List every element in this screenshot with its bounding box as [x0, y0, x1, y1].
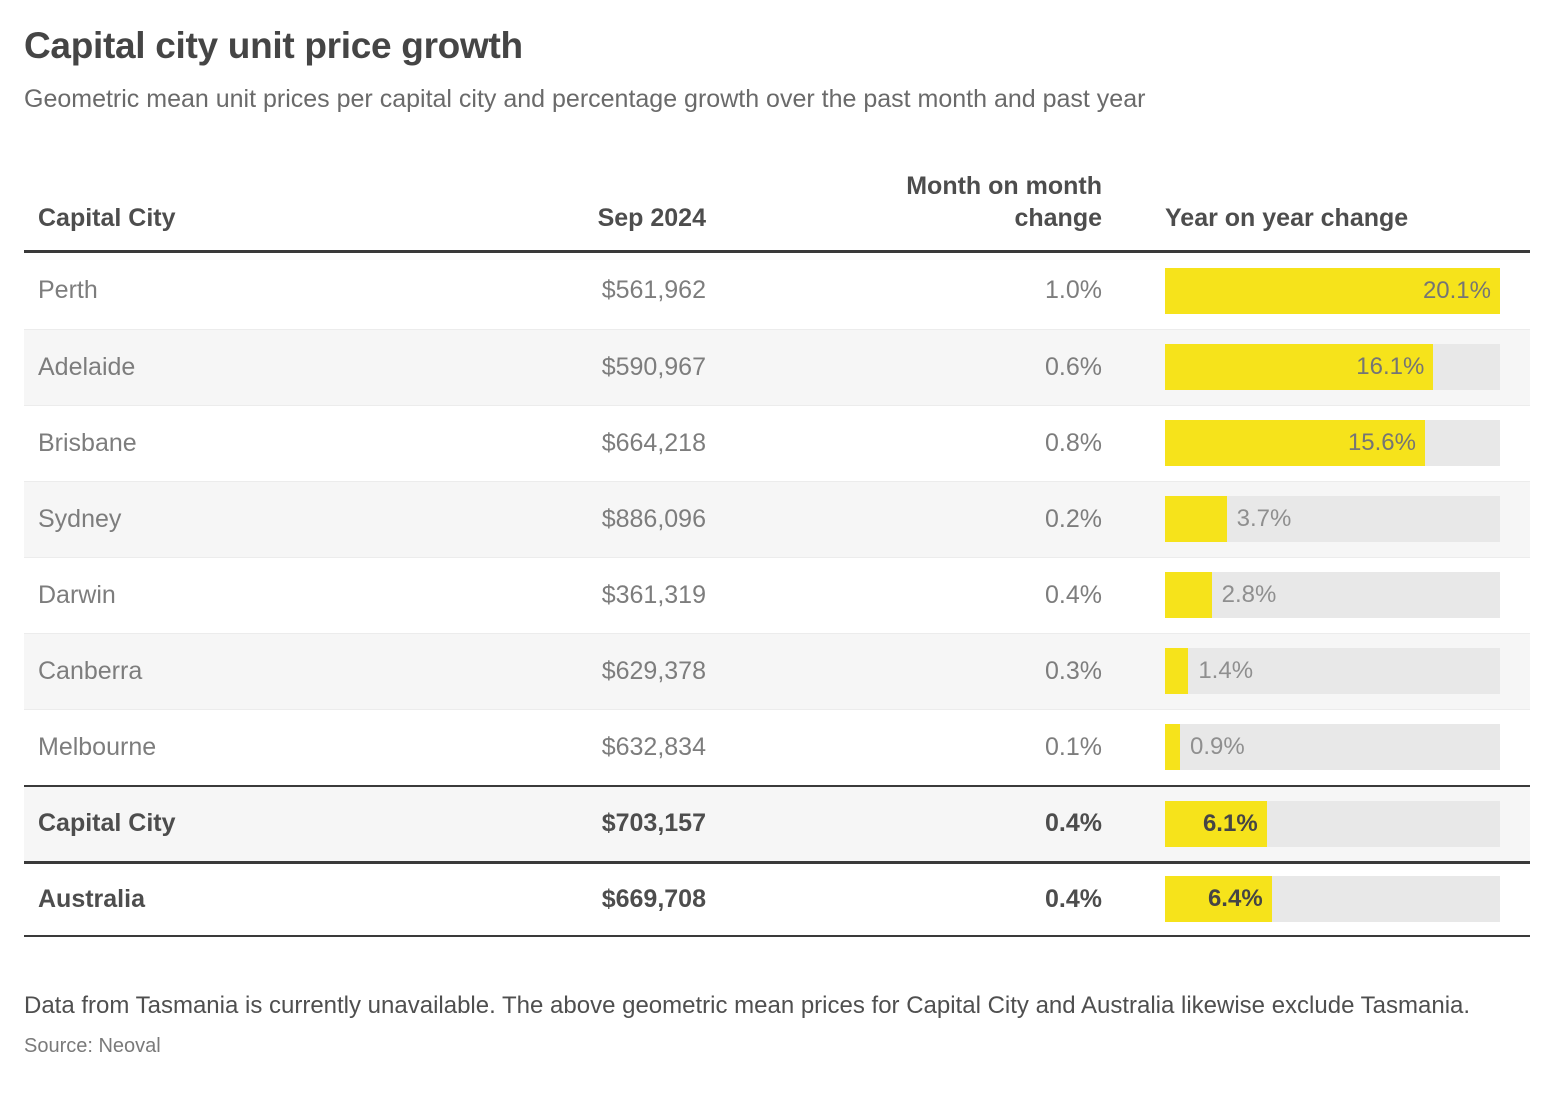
col-header-month-on-month-label: Month on month change	[906, 171, 1102, 233]
yoy-bar-label: 20.1%	[1422, 276, 1491, 304]
month-on-month-value: 0.6%	[1045, 352, 1102, 381]
price-value: $590,967	[601, 352, 706, 381]
yoy-bar-fill: 6.4%	[1165, 876, 1272, 923]
city-name: Melbourne	[38, 732, 157, 761]
month-on-month-value: 1.0%	[1045, 276, 1102, 305]
table-row: Darwin $361,319 0.4% 2.8%	[24, 556, 1530, 633]
price-value: $886,096	[601, 504, 706, 533]
price-value: $361,319	[601, 580, 706, 609]
yoy-bar-fill	[1165, 724, 1180, 771]
month-on-month-value: 0.8%	[1045, 428, 1102, 457]
city-name: Sydney	[38, 504, 122, 533]
table-row: Canberra $629,378 0.3% 1.4%	[24, 632, 1530, 709]
yoy-bar-track: 20.1%	[1165, 267, 1500, 314]
yoy-bar-fill: 20.1%	[1165, 267, 1500, 314]
table-header-row: Capital City Sep 2024 Month on month cha…	[24, 170, 1530, 253]
yoy-bar-track: 1.4%	[1165, 648, 1500, 695]
yoy-bar-label: 1.4%	[1198, 657, 1254, 685]
yoy-bar-track: 3.7%	[1165, 496, 1500, 543]
year-on-year-bar-cell: 16.1%	[1102, 344, 1530, 391]
yoy-bar-track: 0.9%	[1165, 724, 1500, 771]
yoy-bar-label: 0.9%	[1190, 733, 1245, 761]
table-row: Sydney $886,096 0.2% 3.7%	[24, 480, 1530, 557]
year-on-year-bar-cell: 20.1%	[1102, 267, 1530, 314]
price-value: $669,708	[601, 884, 706, 913]
month-on-month-value: 0.3%	[1045, 656, 1102, 685]
yoy-bar-track: 16.1%	[1165, 344, 1500, 391]
page: Capital city unit price growth Geometric…	[24, 25, 1530, 1057]
col-header-sep-2024: Sep 2024	[597, 204, 706, 233]
year-on-year-bar-cell: 1.4%	[1102, 648, 1530, 695]
city-name: Darwin	[38, 580, 116, 609]
yoy-bar-label: 2.8%	[1221, 581, 1277, 609]
page-subtitle: Geometric mean unit prices per capital c…	[24, 84, 1146, 113]
table-row: Melbourne $632,834 0.1% 0.9%	[24, 708, 1530, 785]
col-header-month-on-month: Month on month change	[706, 170, 1102, 235]
yoy-bar-label: 16.1%	[1356, 353, 1425, 381]
city-name: Capital City	[38, 809, 176, 838]
table-row: Capital City $703,157 0.4% 6.1%	[24, 784, 1530, 861]
source-line: Source: Neoval	[24, 1034, 161, 1057]
year-on-year-bar-cell: 2.8%	[1102, 572, 1530, 619]
month-on-month-value: 0.4%	[1045, 884, 1102, 913]
footnote: Data from Tasmania is currently unavaila…	[24, 991, 1471, 1019]
price-value: $629,378	[601, 656, 706, 685]
page-title: Capital city unit price growth	[24, 25, 523, 66]
city-name: Canberra	[38, 656, 143, 685]
yoy-bar-fill: 15.6%	[1165, 420, 1425, 467]
price-value: $561,962	[601, 276, 706, 305]
price-value: $703,157	[601, 809, 706, 838]
yoy-bar-fill: 6.1%	[1165, 800, 1267, 847]
year-on-year-bar-cell: 15.6%	[1102, 420, 1530, 467]
col-header-capital-city: Capital City	[38, 204, 176, 233]
col-header-year-on-year: Year on year change	[1165, 204, 1409, 233]
table-row: Brisbane $664,218 0.8% 15.6%	[24, 404, 1530, 481]
yoy-bar-fill	[1165, 572, 1212, 619]
table-row: Adelaide $590,967 0.6% 16.1%	[24, 328, 1530, 405]
year-on-year-bar-cell: 3.7%	[1102, 496, 1530, 543]
yoy-bar-track: 2.8%	[1165, 572, 1500, 619]
city-name: Australia	[38, 884, 145, 913]
year-on-year-bar-cell: 6.1%	[1102, 800, 1530, 847]
yoy-bar-label: 15.6%	[1347, 429, 1416, 457]
yoy-bar-fill	[1165, 496, 1227, 543]
month-on-month-value: 0.4%	[1045, 580, 1102, 609]
city-name: Perth	[38, 276, 98, 305]
price-value: $632,834	[601, 732, 706, 761]
yoy-bar-track: 6.4%	[1165, 876, 1500, 923]
table-row: Australia $669,708 0.4% 6.4%	[24, 860, 1530, 937]
table-row: Perth $561,962 1.0% 20.1%	[24, 252, 1530, 329]
price-value: $664,218	[601, 428, 706, 457]
yoy-bar-label: 6.4%	[1207, 885, 1263, 913]
city-name: Brisbane	[38, 428, 137, 457]
yoy-bar-label: 6.1%	[1202, 809, 1258, 837]
month-on-month-value: 0.2%	[1045, 504, 1102, 533]
month-on-month-value: 0.4%	[1045, 809, 1102, 838]
year-on-year-bar-cell: 6.4%	[1102, 876, 1530, 923]
yoy-bar-fill	[1165, 648, 1189, 695]
city-name: Adelaide	[38, 352, 136, 381]
unit-price-table: Capital City Sep 2024 Month on month cha…	[24, 170, 1530, 937]
month-on-month-value: 0.1%	[1045, 732, 1102, 761]
yoy-bar-track: 15.6%	[1165, 420, 1500, 467]
yoy-bar-label: 3.7%	[1236, 505, 1292, 533]
year-on-year-bar-cell: 0.9%	[1102, 724, 1530, 771]
yoy-bar-fill: 16.1%	[1165, 344, 1434, 391]
yoy-bar-track: 6.1%	[1165, 800, 1500, 847]
table-body: Perth $561,962 1.0% 20.1% Adelaide $590,…	[24, 252, 1530, 937]
